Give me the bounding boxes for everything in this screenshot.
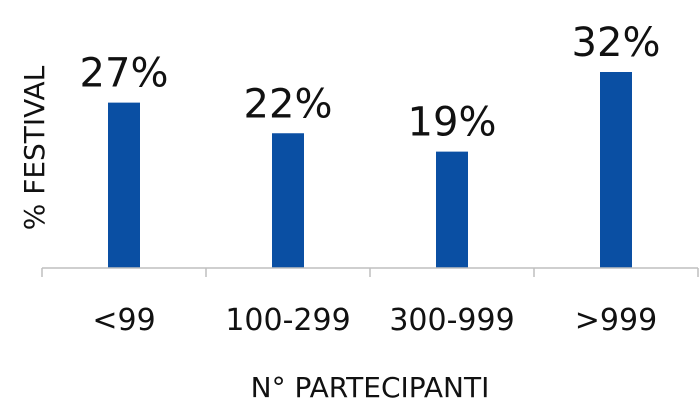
- data-label: 32%: [572, 20, 661, 66]
- data-labels-group: 27% 22% 19% 32%: [80, 20, 661, 146]
- data-label: 22%: [244, 81, 333, 127]
- x-tick-label: 300-999: [389, 303, 514, 338]
- x-axis-title: N° PARTECIPANTI: [251, 371, 490, 404]
- bar: [272, 133, 304, 268]
- bar: [108, 102, 140, 268]
- x-axis-tick-labels: <99 100-299 300-999 >999: [92, 303, 657, 338]
- bar: [600, 72, 632, 268]
- data-label: 19%: [408, 100, 497, 146]
- bars-group: [108, 72, 632, 268]
- y-axis-title: % FESTIVAL: [18, 65, 51, 230]
- x-tick-label: >999: [575, 303, 657, 338]
- x-tick-label: 100-299: [225, 303, 350, 338]
- data-label: 27%: [80, 51, 169, 97]
- x-tick-label: <99: [92, 303, 155, 338]
- bar: [436, 151, 468, 268]
- x-axis-ticks: [41, 268, 699, 277]
